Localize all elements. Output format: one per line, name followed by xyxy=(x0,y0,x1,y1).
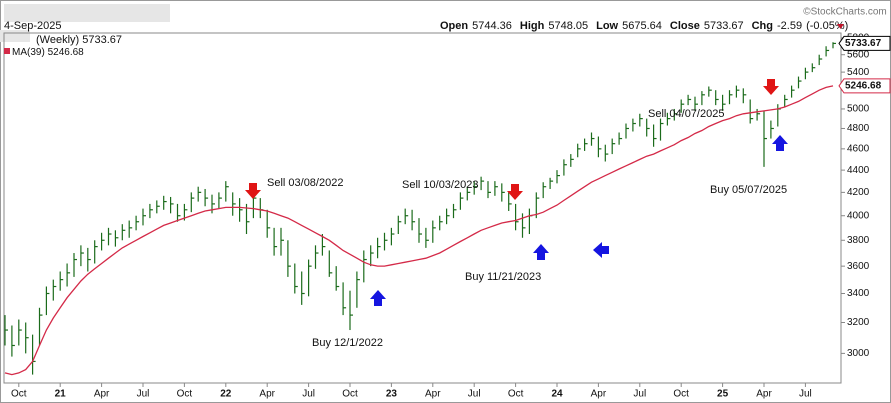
y-tick-label: 4600 xyxy=(847,143,870,154)
y-tick-label: 5400 xyxy=(847,67,870,78)
value-tag xyxy=(838,35,891,51)
x-tick-label: Jul xyxy=(799,389,812,400)
quote-label: Close xyxy=(670,20,700,32)
x-tick-label: Apr xyxy=(425,389,441,400)
redaction xyxy=(4,4,170,22)
x-tick-label: 22 xyxy=(220,389,232,400)
legend-label: MA(39) xyxy=(12,47,45,58)
quote-label: Open xyxy=(440,20,468,32)
quote-value: 5744.36 xyxy=(472,20,512,32)
buy-arrow xyxy=(370,290,386,306)
legend-price: (Weekly) 5733.67 xyxy=(36,34,122,46)
sell-arrow xyxy=(763,79,779,95)
x-tick-label: Apr xyxy=(756,389,772,400)
y-tick-label: 3000 xyxy=(847,348,870,359)
quote-label: Chg xyxy=(752,20,773,32)
value-tag-label: 5733.67 xyxy=(845,38,882,49)
annotation: Sell 03/08/2022 xyxy=(267,177,343,189)
quote-label: High xyxy=(520,20,545,32)
quote-value: 5675.64 xyxy=(622,20,662,32)
x-tick-label: 21 xyxy=(55,389,67,400)
annotation: Sell 04/07/2025 xyxy=(648,108,724,120)
watermark: ©StockCharts.com xyxy=(803,7,887,18)
plot-border xyxy=(3,32,842,384)
x-tick-label: Apr xyxy=(94,389,110,400)
sell-arrow xyxy=(507,184,523,200)
quote-value: 5748.05 xyxy=(548,20,588,32)
annotation: Buy 11/21/2023 xyxy=(465,271,541,283)
ma-line xyxy=(4,85,834,376)
left-arrow xyxy=(593,242,609,258)
legend-ma: MA(39) 5246.68 xyxy=(12,47,84,58)
annotation: Buy 12/1/2022 xyxy=(312,337,383,349)
quote-label: Low xyxy=(596,20,618,32)
legend-swatch xyxy=(4,48,10,54)
y-tick-label: 4000 xyxy=(847,210,870,221)
x-tick-label: 23 xyxy=(386,389,398,400)
y-tick-label: 5600 xyxy=(847,49,870,60)
x-tick-label: Jul xyxy=(302,389,315,400)
y-tick-label: 4800 xyxy=(847,123,870,134)
x-tick-label: 24 xyxy=(551,389,563,400)
y-tick-label: 5000 xyxy=(847,104,870,115)
y-tick-label: 3200 xyxy=(847,317,870,328)
x-tick-label: Oct xyxy=(342,389,358,400)
buy-arrow xyxy=(533,244,549,260)
annotation: Buy 05/07/2025 xyxy=(710,184,787,196)
quote-value: -2.59 xyxy=(777,20,802,32)
y-tick-label: 4200 xyxy=(847,187,870,198)
signal-arrows xyxy=(245,79,788,306)
buy-arrow xyxy=(772,135,788,151)
sell-arrow xyxy=(245,183,261,199)
y-tick-label: 3800 xyxy=(847,235,870,246)
y-tick-label: 4400 xyxy=(847,165,870,176)
value-tag xyxy=(838,78,891,94)
date: 4-Sep-2025 xyxy=(4,20,62,32)
x-tick-label: Oct xyxy=(177,389,193,400)
value-tag-label: 5246.68 xyxy=(845,81,882,92)
quote-text: Open 5744.36 High 5748.05 Low 5675.64 Close 573… xyxy=(440,20,848,32)
x-tick-label: Apr xyxy=(259,389,275,400)
legend-value: 5733.67 xyxy=(82,34,122,46)
quote: Open 5744.36 High 5748.05 Low 5675.64 Close 573… xyxy=(440,20,848,32)
x-tick-label: Oct xyxy=(11,389,27,400)
legend-value: 5246.68 xyxy=(48,47,85,58)
x-tick-label: Jul xyxy=(633,389,646,400)
legend-label: (Weekly) xyxy=(36,34,79,46)
down-triangle xyxy=(837,24,844,29)
y-tick-label: 3600 xyxy=(847,261,870,272)
quote-change-pct: (-0.05%) xyxy=(806,20,848,32)
x-tick-label: 25 xyxy=(717,389,729,400)
quote-value: 5733.67 xyxy=(704,20,744,32)
x-tick-label: Jul xyxy=(137,389,150,400)
x-tick-label: Jul xyxy=(468,389,481,400)
x-tick-label: Oct xyxy=(673,389,689,400)
x-tick-label: Oct xyxy=(508,389,524,400)
annotation: Sell 10/03/2023 xyxy=(402,179,478,191)
x-tick-label: Apr xyxy=(591,389,607,400)
y-tick-label: 3400 xyxy=(847,288,870,299)
